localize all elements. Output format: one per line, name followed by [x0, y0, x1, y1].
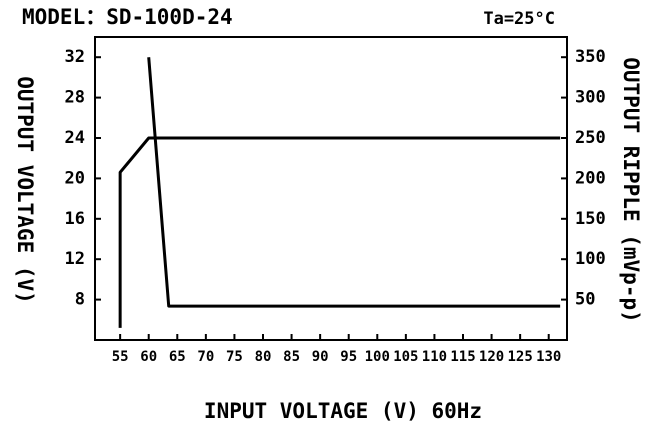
y-tick-label: 24 [65, 128, 85, 148]
y2-tick-label: 350 [575, 47, 606, 67]
y-tick-label: 8 [75, 290, 85, 310]
x-tick-label: 110 [422, 349, 447, 365]
y2-axis-label: OUTPUT RIPPLE (mVp-p) [619, 57, 643, 323]
y2-tick-label: 50 [575, 290, 595, 310]
y2-tick-label: 150 [575, 209, 606, 229]
x-tick-label: 85 [283, 349, 300, 365]
y-axis-label: OUTPUT VOLTAGE (V) [13, 76, 37, 304]
y2-tick-label: 100 [575, 249, 606, 269]
x-tick-label: 125 [507, 349, 532, 365]
x-tick-label: 120 [479, 349, 504, 365]
y-tick-label: 12 [65, 249, 85, 269]
series-line [147, 57, 561, 308]
x-tick-label: 115 [450, 349, 475, 365]
x-tick-label: 80 [255, 349, 272, 365]
chart-title: MODEL：SD-100D-24 [22, 5, 233, 29]
y-tick-label: 16 [65, 209, 85, 229]
x-axis-label: INPUT VOLTAGE (V) 60Hz [204, 399, 482, 423]
x-tick-label: 60 [140, 349, 157, 365]
y2-tick-label: 300 [575, 88, 606, 108]
x-tick-label: 55 [112, 349, 129, 365]
x-tick-label: 95 [340, 349, 357, 365]
y2-tick-label: 200 [575, 168, 606, 188]
y2-tick-label: 250 [575, 128, 606, 148]
series-line [118, 136, 561, 328]
x-tick-label: 70 [197, 349, 214, 365]
y-tick-label: 28 [65, 88, 85, 108]
x-tick-label: 90 [312, 349, 329, 365]
x-tick-label: 75 [226, 349, 243, 365]
y-tick-label: 20 [65, 168, 85, 188]
annotation: Ta=25°C [483, 9, 555, 29]
x-tick-label: 65 [169, 349, 186, 365]
plot-frame [94, 36, 568, 341]
x-tick-label: 100 [365, 349, 390, 365]
x-tick-label: 105 [393, 349, 418, 365]
y-tick-label: 32 [65, 47, 85, 67]
x-tick-label: 130 [536, 349, 561, 365]
